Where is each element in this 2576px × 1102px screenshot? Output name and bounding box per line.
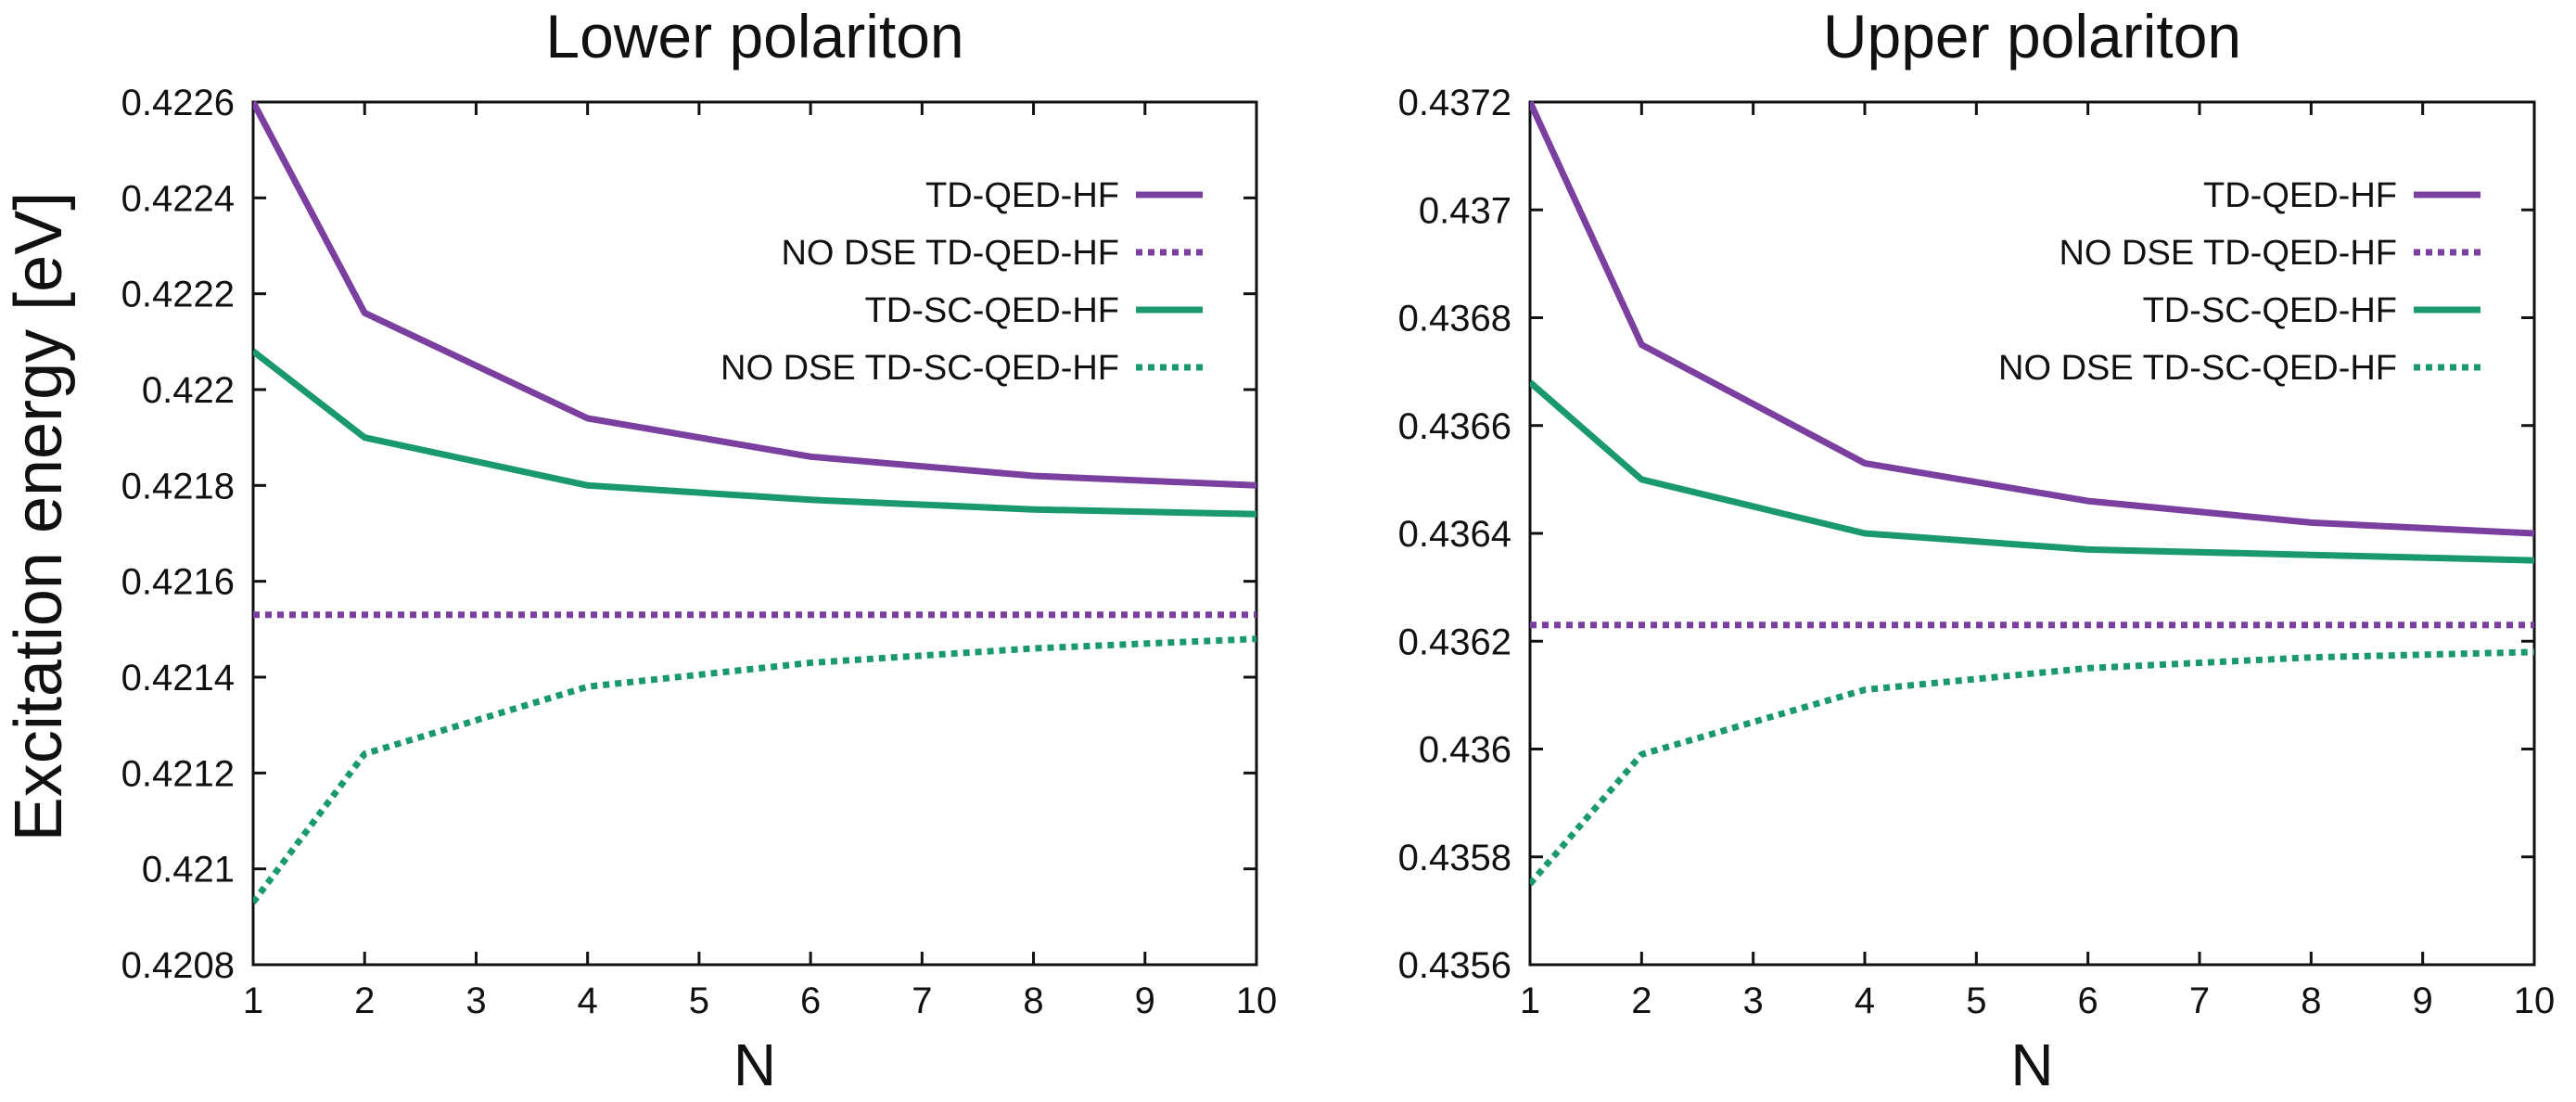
legend-label: TD-SC-QED-HF: [865, 291, 1119, 330]
series-line-td-qed-hf: [1530, 100, 2534, 537]
x-tick-label: 1: [243, 980, 263, 1021]
x-tick-label: 4: [1855, 980, 1875, 1021]
x-tick-label: 3: [1743, 980, 1764, 1021]
legend-label: NO DSE TD-QED-HF: [781, 234, 1119, 273]
x-tick-label: 5: [689, 980, 709, 1021]
chart-title: Upper polariton: [1823, 2, 2241, 70]
x-tick-label: 7: [912, 980, 932, 1021]
y-tick-label: 0.4362: [1398, 621, 1511, 662]
x-tick-label: 9: [1135, 980, 1155, 1021]
y-tick-label: 0.4226: [121, 83, 235, 123]
x-tick-label: 5: [1966, 980, 1986, 1021]
x-tick-label: 9: [2413, 980, 2433, 1021]
y-tick-label: 0.4208: [121, 945, 235, 986]
legend-label: NO DSE TD-QED-HF: [2059, 234, 2397, 273]
legend-label: TD-QED-HF: [925, 176, 1119, 215]
panel-lower-polariton: Lower polariton N 1 2 3 4 5 6 7 8 9 10 0.4208 0.421 0.…: [121, 2, 1278, 1098]
legend-label: NO DSE TD-SC-QED-HF: [721, 349, 1119, 388]
panel-upper-polariton: Upper polariton N 1 2 3 4 5 6 7 8 9 10 0.4356 0.4358 0…: [1398, 2, 2556, 1098]
y-tick-label: 0.422: [142, 370, 235, 411]
y-tick-label: 0.436: [1419, 730, 1511, 771]
x-tick-label: 6: [800, 980, 821, 1021]
plot-frame: [251, 100, 1258, 967]
x-tick-label: 4: [578, 980, 598, 1021]
y-tick-label: 0.4356: [1398, 945, 1511, 986]
legend-label: TD-QED-HF: [2203, 176, 2397, 215]
y-tick-label: 0.4218: [121, 466, 235, 506]
x-tick-label: 8: [2301, 980, 2321, 1021]
y-tick-label: 0.421: [142, 850, 235, 891]
plot-frame: [1528, 100, 2536, 967]
series-line-td-sc-qed-hf: [1530, 379, 2534, 564]
y-tick-label: 0.4216: [121, 562, 235, 603]
x-tick-label: 6: [2078, 980, 2098, 1021]
series-line-td-sc-qed-hf: [253, 348, 1256, 518]
x-tick-label: 1: [1520, 980, 1540, 1021]
y-tick-label: 0.4368: [1398, 299, 1511, 340]
y-tick-label: 0.4364: [1398, 514, 1511, 555]
y-tick-label: 0.437: [1419, 190, 1511, 231]
x-tick-label: 10: [1236, 980, 1278, 1021]
legend-label: NO DSE TD-SC-QED-HF: [1998, 349, 2397, 388]
y-axis-label: Excitation energy [eV]: [2, 192, 76, 841]
y-tick-label: 0.4222: [121, 275, 235, 315]
x-axis-label: N: [2010, 1032, 2053, 1098]
y-tick-label: 0.4366: [1398, 406, 1511, 447]
y-tick-label: 0.4224: [121, 178, 235, 219]
x-tick-label: 8: [1023, 980, 1043, 1021]
y-tick-label: 0.4214: [121, 658, 235, 698]
x-tick-label: 7: [2189, 980, 2210, 1021]
series-line-td-qed-hf: [253, 100, 1256, 489]
x-axis-label: N: [733, 1032, 776, 1098]
series-line-no-dse-td-sc-qed-hf: [1530, 648, 2534, 887]
x-tick-label: 3: [465, 980, 486, 1021]
chart-title: Lower polariton: [545, 2, 963, 70]
y-tick-label: 0.4212: [121, 753, 235, 794]
x-tick-label: 10: [2514, 980, 2556, 1021]
legend-label: TD-SC-QED-HF: [2143, 291, 2397, 330]
series-line-no-dse-td-sc-qed-hf: [253, 635, 1256, 904]
x-tick-label: 2: [354, 980, 375, 1021]
y-tick-label: 0.4358: [1398, 838, 1511, 878]
x-tick-label: 2: [1631, 980, 1651, 1021]
y-tick-label: 0.4372: [1398, 83, 1511, 123]
